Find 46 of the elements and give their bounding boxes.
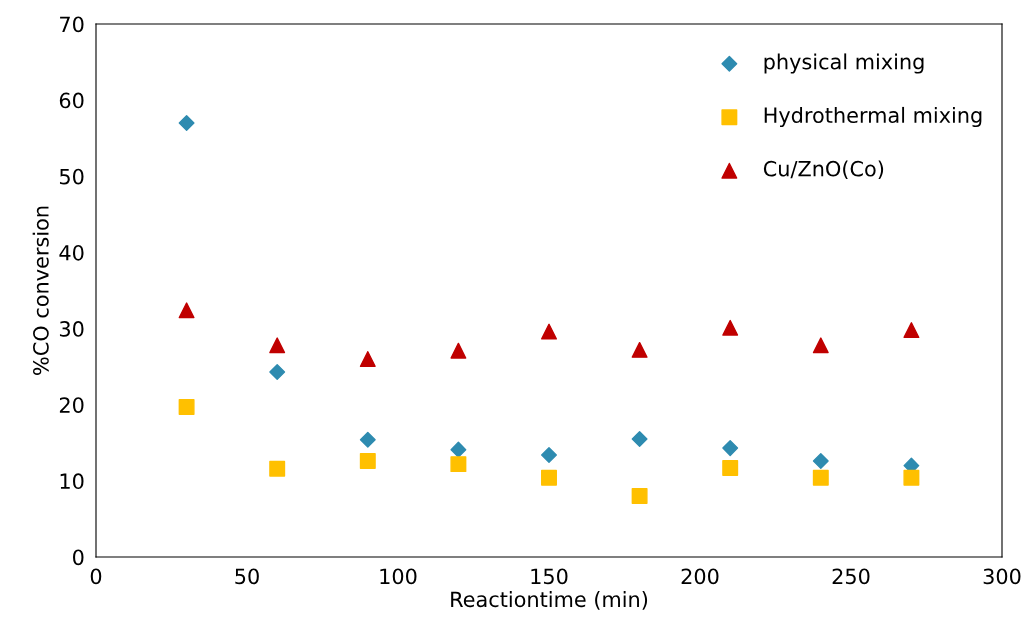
x-tick-label: 200 [681, 568, 719, 585]
x-tick-label: 300 [983, 568, 1021, 585]
point [269, 337, 286, 354]
y-tick-label: 10 [60, 473, 84, 490]
point [359, 431, 376, 448]
point [722, 440, 739, 457]
x-tick-label: 100 [380, 568, 417, 585]
x-tick-label: 150 [531, 568, 568, 585]
point [903, 469, 920, 486]
legend-label: physical mixing [764, 53, 924, 74]
point [269, 363, 286, 380]
y-tick-label: 0 [73, 549, 84, 566]
point [178, 302, 195, 319]
point [450, 342, 467, 359]
y-tick-label: 30 [59, 321, 84, 337]
point [541, 446, 557, 463]
point [631, 488, 648, 505]
legend-label: Hydrothermal mixing [764, 106, 982, 128]
x-tick-label: 0 [90, 568, 102, 585]
point [269, 460, 286, 477]
point [541, 323, 557, 340]
point [450, 441, 467, 458]
point [359, 351, 376, 368]
y-tick-label: 40 [59, 244, 84, 261]
point [722, 459, 739, 476]
point [631, 341, 648, 358]
point [722, 319, 739, 336]
x-axis-title: Reactiontime (min) [451, 591, 648, 610]
x-tick-label: 250 [832, 568, 870, 585]
point [812, 469, 829, 486]
legend-label: Cu/ZnO(Co) [763, 160, 884, 179]
point [903, 322, 920, 339]
point [178, 115, 195, 131]
point [541, 469, 557, 486]
y-tick-label: 70 [60, 16, 84, 33]
x-tick-label: 50 [235, 568, 259, 585]
point [812, 453, 829, 470]
y-tick-label: 50 [59, 168, 84, 185]
point [812, 337, 829, 354]
y-axis-title: %CO conversion [32, 206, 49, 375]
y-tick-label: 20 [59, 397, 84, 413]
point [631, 431, 648, 447]
point [450, 456, 467, 473]
point [178, 399, 195, 415]
y-tick-label: 60 [59, 92, 84, 109]
point [359, 453, 376, 470]
